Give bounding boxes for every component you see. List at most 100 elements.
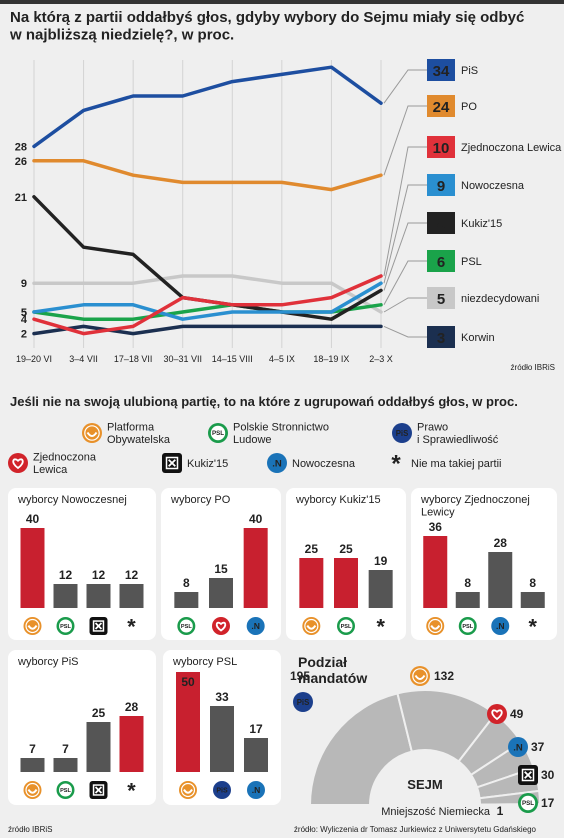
- legend-label: Korwin: [461, 332, 495, 344]
- party-icon: [23, 617, 42, 635]
- icon-text: *: [127, 614, 136, 639]
- icon-text: .N: [272, 458, 282, 469]
- icon-smile: [430, 624, 441, 630]
- panel-title: wyborcy Nowoczesnej: [17, 494, 127, 506]
- panel-title: wyborcy Zjednoczonej Lewicy: [420, 494, 530, 519]
- legend-label: PO: [461, 101, 477, 113]
- icon-smile: [183, 788, 193, 794]
- value-label: 12: [125, 568, 139, 582]
- start-value-label: 2: [21, 329, 27, 341]
- icon-text: PSL: [522, 800, 534, 807]
- legend-label: niezdecydowani: [461, 293, 539, 305]
- icon-disc: [487, 704, 507, 724]
- party-icon: PiS: [213, 781, 231, 799]
- value-label: 25: [339, 542, 353, 556]
- bar: [299, 558, 324, 608]
- icon-text: .N: [252, 785, 261, 795]
- bar: [210, 706, 234, 772]
- icon-frame: [521, 768, 535, 782]
- icon-inner: [59, 619, 72, 633]
- icon-text: PiS: [297, 698, 310, 707]
- party-icon: PSL: [518, 793, 538, 813]
- icon-text: PiS: [396, 429, 409, 438]
- start-value-label: 21: [15, 192, 27, 204]
- value-label: 40: [26, 512, 40, 526]
- icon-smile: [27, 624, 38, 630]
- start-value-label: 5: [21, 307, 27, 319]
- icon-cross: [524, 771, 532, 779]
- party-icon: *: [127, 614, 136, 639]
- icon-cross: [94, 786, 103, 794]
- icon-heart: [491, 709, 503, 721]
- value-label: 50: [181, 675, 195, 689]
- icon-disc: [212, 617, 230, 635]
- connector: [383, 260, 427, 306]
- party-icon: [410, 666, 430, 686]
- value-label: 33: [215, 690, 229, 704]
- legend-box: [427, 174, 455, 196]
- icon-cross: [94, 622, 103, 630]
- icon-disc: [267, 453, 287, 473]
- bar: [520, 592, 545, 608]
- icon-text: *: [529, 614, 538, 639]
- party-icon: [8, 453, 28, 473]
- legend-box: [427, 326, 455, 348]
- footer-source: źródło IBRiS: [8, 825, 52, 834]
- legend-value: 10: [433, 140, 450, 157]
- icon-smile: [86, 431, 98, 437]
- party-icon: PSL: [56, 617, 75, 635]
- icon-cross: [168, 459, 176, 467]
- legend-value: 24: [433, 99, 450, 116]
- x-tick-label: 30–31 VII: [163, 354, 202, 364]
- legend-label: PSL: [461, 256, 482, 268]
- icon-inner: [461, 619, 475, 633]
- bar: [53, 584, 78, 608]
- icon-ring: [428, 618, 443, 634]
- series-line: [32, 281, 383, 321]
- series-line: [32, 274, 383, 314]
- legend-label: Prawo i Sprawiedliwość: [417, 422, 499, 447]
- party-icon: .N: [247, 781, 265, 799]
- start-value-label: 28: [15, 141, 27, 153]
- top-bar: [0, 0, 564, 4]
- party-icon: [23, 781, 42, 799]
- x-tick-label: 2–3 X: [369, 354, 393, 364]
- connector: [383, 297, 427, 313]
- party-icon: .N: [267, 453, 287, 473]
- value-label: 12: [59, 568, 73, 582]
- legend-label: Polskie Stronnictwo Ludowe: [233, 422, 329, 447]
- series-line: [32, 159, 383, 192]
- connector: [383, 325, 427, 338]
- legend-box: [427, 250, 455, 272]
- bar: [86, 584, 111, 608]
- seat-value-label: 1: [497, 804, 504, 818]
- icon-text: .N: [496, 621, 505, 631]
- legend-box: [427, 212, 455, 234]
- value-label: 8: [183, 576, 190, 590]
- bar: [176, 672, 200, 772]
- party-icon: [487, 704, 507, 724]
- party-icon: *: [529, 614, 538, 639]
- legend-value: 6: [437, 254, 445, 271]
- icon-ring: [304, 618, 319, 634]
- x-tick-label: 14–15 VIII: [212, 354, 253, 364]
- icon-disc: [491, 617, 510, 635]
- icon-text: PSL: [462, 624, 473, 630]
- value-label: 15: [214, 562, 228, 576]
- icon-disc: [246, 617, 265, 635]
- bar: [488, 552, 513, 608]
- icon-ring: [412, 668, 428, 684]
- party-icon: PSL: [56, 781, 75, 799]
- icon-inner: [59, 783, 72, 797]
- bar: [20, 758, 45, 772]
- party-icon: [212, 617, 230, 635]
- icon-disc: [247, 781, 265, 799]
- bar: [244, 738, 268, 772]
- panel-title: wyborcy PSL: [172, 656, 237, 668]
- x-tick-label: 4–5 IX: [269, 354, 295, 364]
- icon-ring: [84, 425, 100, 441]
- value-label: 8: [464, 576, 471, 590]
- party-icon: *: [391, 451, 401, 478]
- x-tick-label: 17–18 VII: [114, 354, 153, 364]
